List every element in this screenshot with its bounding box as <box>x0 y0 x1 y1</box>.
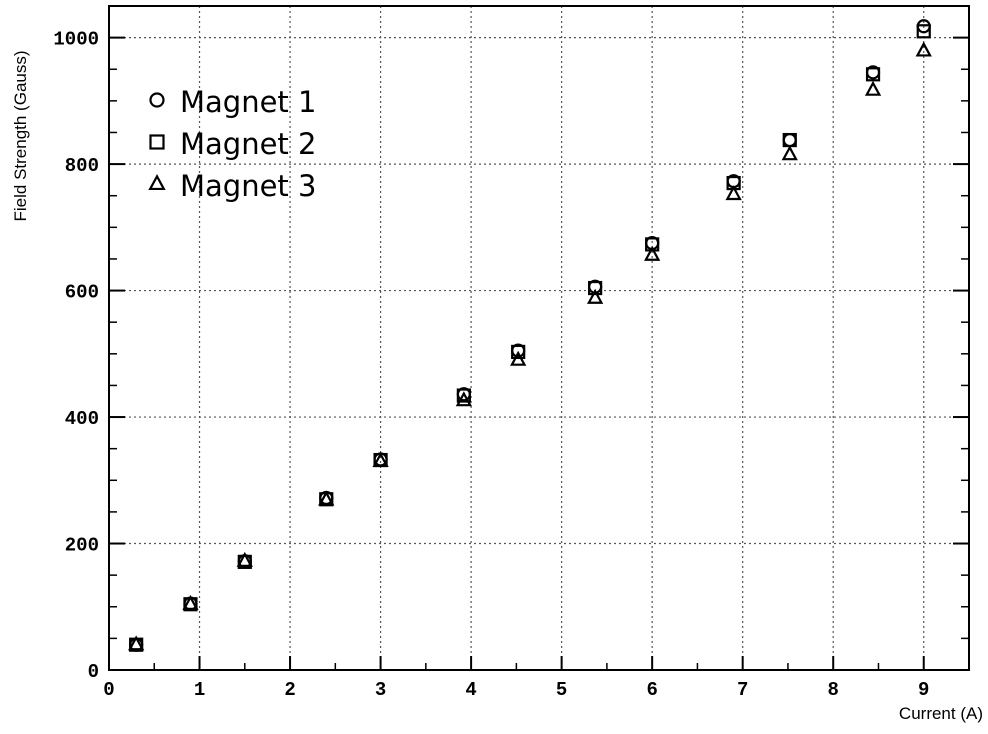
y-tick-label: 1000 <box>53 29 99 51</box>
data-point-triangle <box>644 245 661 261</box>
data-point-square <box>456 388 471 403</box>
y-tick-label: 600 <box>65 282 99 304</box>
x-tick-label: 3 <box>375 679 386 701</box>
data-points <box>128 19 932 652</box>
data-point-square <box>588 280 603 296</box>
data-point-triangle <box>182 594 199 610</box>
y-tick-label: 800 <box>65 155 99 177</box>
data-point-square <box>511 344 526 360</box>
data-point-triangle <box>128 635 145 651</box>
x-tick-label: 7 <box>737 679 748 701</box>
plot-frame <box>108 5 970 671</box>
y-axis-title: Field Strength (Gauss) <box>11 50 30 221</box>
legend-label: Magnet 3 <box>180 169 316 203</box>
x-tick-label: 4 <box>465 679 476 701</box>
x-tick-label: 8 <box>828 679 839 701</box>
data-point-triangle <box>372 451 389 467</box>
data-point-triangle <box>510 350 527 366</box>
y-tick-label: 200 <box>65 535 99 557</box>
x-tick-label: 0 <box>103 679 114 701</box>
x-tick-label: 5 <box>556 679 567 701</box>
x-tick-label: 6 <box>646 679 657 701</box>
data-point-triangle <box>318 490 335 506</box>
data-point-triangle <box>586 288 604 304</box>
x-tick-label: 9 <box>918 679 929 701</box>
data-point-square <box>865 67 881 82</box>
x-axis-title: Current (A) <box>899 704 983 723</box>
x-tick-label: 1 <box>194 679 205 701</box>
y-tick-label: 400 <box>65 408 99 430</box>
data-point-triangle <box>915 41 932 57</box>
legend: Magnet 1 Magnet 2 Magnet 3 <box>148 85 316 203</box>
grid <box>109 6 969 670</box>
legend-label: Magnet 2 <box>180 127 316 161</box>
y-tick-label: 0 <box>88 661 99 683</box>
data-point-circle <box>782 132 797 148</box>
legend-marker-triangle <box>148 174 166 191</box>
data-point-triangle <box>781 145 798 161</box>
legend-marker-square <box>149 134 165 150</box>
axis-ticks: 0 1 2 3 4 5 6 7 8 9 0 200 400 600 800 1000 <box>53 29 970 701</box>
data-point-triangle <box>455 391 473 407</box>
data-point-square <box>916 24 931 39</box>
data-point-triangle <box>236 551 253 567</box>
x-tick-label: 2 <box>284 679 295 701</box>
data-point-triangle <box>864 80 882 96</box>
legend-marker-circle <box>149 92 165 108</box>
data-point-square <box>645 237 660 252</box>
data-point-triangle <box>725 185 742 201</box>
legend-label: Magnet 1 <box>180 85 316 119</box>
